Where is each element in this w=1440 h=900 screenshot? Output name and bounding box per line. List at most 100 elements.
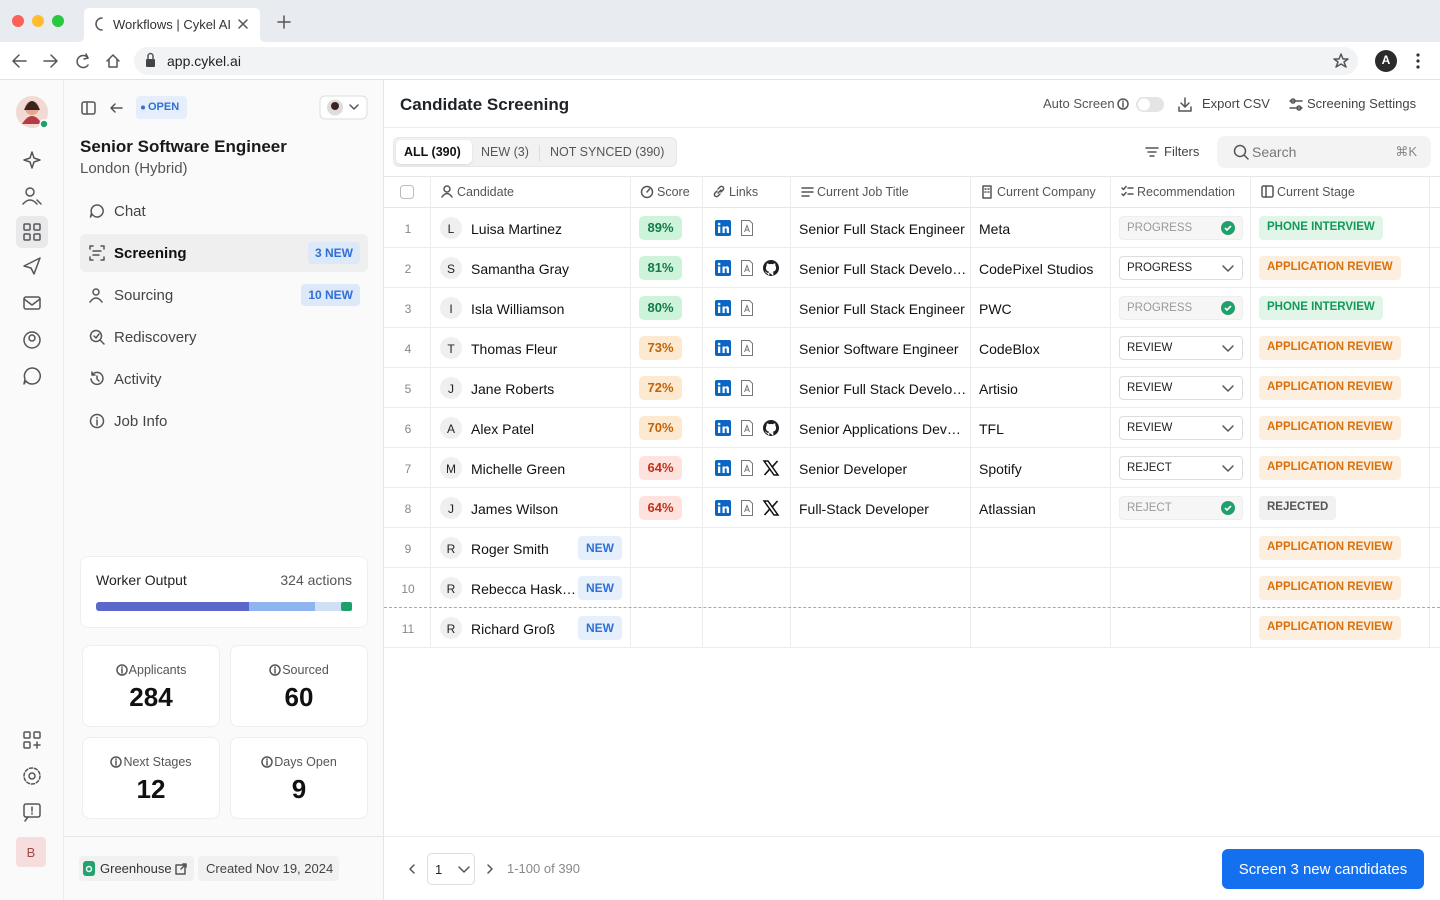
sidebar-top-icons (81, 95, 368, 120)
header-row (384, 176, 1440, 208)
icon-shape (147, 52, 154, 60)
candidate-name[interactable]: Samantha Gray (471, 261, 570, 277)
row-index: 1 (404, 222, 412, 236)
icon-shape (744, 424, 750, 433)
icon-shape (741, 260, 753, 276)
info-icon (261, 756, 273, 768)
link-icon (741, 420, 753, 436)
icon-shape (440, 417, 462, 439)
table-row (384, 488, 1440, 528)
icon-shape (718, 266, 721, 273)
icon-shape (722, 386, 729, 393)
avatar-initial: S (446, 262, 455, 276)
job-title: Senior Full Stack Engineer (799, 301, 965, 317)
icon-shape (89, 297, 103, 303)
candidate-name[interactable]: Rebecca Hask… (471, 581, 577, 597)
recommendation-select[interactable]: REJECT (1119, 456, 1243, 480)
icon-shape (722, 266, 729, 273)
icon-shape (440, 377, 462, 399)
candidate-name[interactable]: Alex Patel (471, 421, 535, 437)
stage-badge: APPLICATION REVIEW (1259, 576, 1401, 600)
browser-icons (12, 47, 1420, 75)
integration-chip[interactable]: Greenhouse (79, 856, 194, 881)
icon-shape (106, 54, 120, 68)
icon-shape (134, 47, 1358, 75)
table-row (384, 208, 1440, 248)
tab[interactable]: ALL (390) (404, 145, 461, 159)
candidate-name[interactable]: Thomas Fleur (471, 341, 558, 357)
recommendation-select[interactable]: REVIEW (1119, 336, 1243, 360)
icon-shape (341, 602, 352, 611)
job-title: Full-Stack Developer (799, 501, 929, 517)
header-icons (1117, 97, 1303, 112)
icon-shape (23, 298, 41, 306)
recommendation-select[interactable]: REVIEW (1119, 376, 1243, 400)
stage: APPLICATION REVIEW (1267, 621, 1393, 633)
icon-shape (741, 340, 753, 356)
icon-shape (713, 185, 725, 198)
tab[interactable]: NEW (3) (481, 145, 529, 159)
icon-rail: B (0, 80, 64, 900)
url[interactable]: app.cykel.ai (167, 53, 241, 69)
icon-shape (440, 337, 462, 359)
screening-settings[interactable]: Screening Settings (1307, 96, 1417, 111)
icon-shape (93, 333, 105, 345)
nav-item[interactable]: Job Info (80, 402, 368, 440)
avatar-initial: J (448, 382, 454, 396)
candidate-name[interactable]: Jane Roberts (471, 381, 555, 397)
icon-shape (762, 460, 780, 476)
stat-label: Sourced (282, 663, 329, 677)
nav-item[interactable]: Sourcing 10 NEW (80, 276, 368, 314)
icon-shape (349, 104, 359, 110)
nav-item[interactable]: Activity (80, 360, 368, 398)
profile-initial[interactable]: A (1381, 53, 1391, 67)
candidate-name[interactable]: Isla Williamson (471, 301, 565, 317)
user-initial[interactable]: B (26, 845, 36, 860)
avatar (440, 457, 462, 479)
icon-shape (1117, 98, 1129, 110)
created-chip: Created Nov 19, 2024 (198, 856, 339, 881)
icon-shape (180, 863, 187, 870)
link-icon (715, 380, 731, 396)
icon-shape (76, 54, 89, 69)
search-box[interactable]: Search ⌘K (1217, 136, 1431, 168)
icon-shape (717, 422, 721, 426)
recommendation-select[interactable]: PROGRESS (1119, 256, 1243, 280)
icon-shape (1222, 465, 1234, 472)
nav-item[interactable]: Chat (80, 192, 368, 230)
stage: PHONE INTERVIEW (1267, 221, 1375, 233)
screen-button[interactable]: Screen 3 new candidates (1222, 849, 1424, 889)
stage: REJECTED (1267, 501, 1329, 513)
icon-shape (718, 226, 721, 233)
nav-item[interactable]: Screening 3 NEW (80, 234, 368, 272)
icon-shape (43, 54, 58, 68)
company: Meta (979, 221, 1011, 237)
recommendation-select[interactable]: REVIEW (1119, 416, 1243, 440)
score-badge: 80% (647, 300, 674, 315)
nav-item[interactable]: Rediscovery (80, 318, 368, 356)
icon-shape (1375, 50, 1397, 72)
candidate-name[interactable]: James Wilson (471, 501, 559, 517)
candidate-name[interactable]: Luisa Martinez (471, 221, 563, 237)
stat-card: Sourced 60 (230, 645, 368, 727)
column-divider (630, 176, 631, 648)
page-select[interactable]: 1 (427, 853, 475, 885)
worker-output-bar (96, 602, 352, 611)
tab-title[interactable]: Workflows | Cykel AI (113, 17, 231, 32)
nav-icon (89, 288, 103, 303)
export-csv[interactable]: Export CSV (1202, 96, 1270, 111)
candidate-name[interactable]: Roger Smith (471, 541, 549, 557)
filters-button[interactable]: Filters (1164, 144, 1200, 159)
company: CodeBlox (979, 341, 1040, 357)
tab[interactable]: NOT SYNCED (390) (550, 145, 665, 159)
row-index: 8 (404, 502, 412, 516)
icon-shape (1222, 425, 1234, 432)
icon-shape (249, 602, 315, 611)
candidate-name[interactable]: Richard Groß (471, 621, 556, 637)
icon-shape (52, 15, 64, 27)
score-badge-bg (639, 456, 682, 480)
chevron (1222, 385, 1234, 392)
candidate-name[interactable]: Michelle Green (471, 461, 566, 477)
chevron (1222, 465, 1234, 472)
